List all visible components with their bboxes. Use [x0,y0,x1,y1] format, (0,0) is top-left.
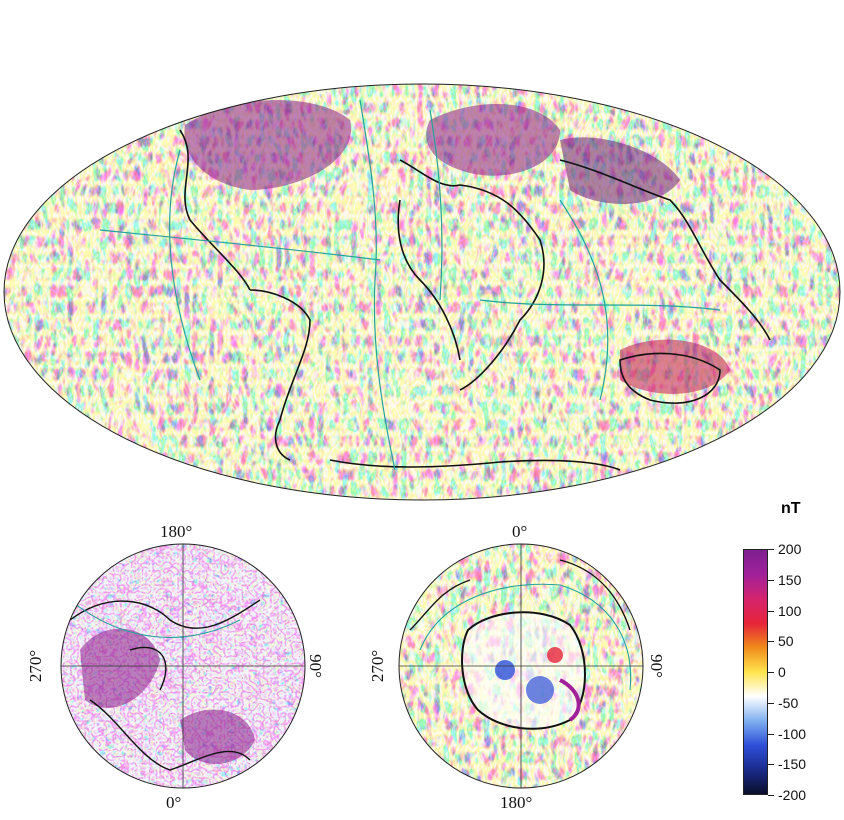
north-polar-label-bottom: 0° [166,793,182,812]
colorbar-tick-label: -50 [778,694,799,711]
colorbar-tick-label: 0 [778,664,786,680]
colorbar-tick [768,549,774,550]
colorbar-tick-label: 100 [778,602,802,619]
colorbar-tick [768,579,774,581]
colorbar-tick-label: 50 [778,633,794,650]
coastlines [179,129,771,471]
colorbar-unit-label: nT [781,500,801,517]
south-polar-label-top: 0° [512,522,528,541]
colorbar-tick [768,702,774,704]
south-polar-label-left: 270° [368,649,388,683]
south-polar-map [398,543,644,789]
colorbar-tick-label: -200 [778,787,807,803]
antarctica-region [461,611,586,730]
north-polar-map [60,543,306,789]
north-polar-label-right: 90° [305,654,325,678]
north-polar-label-top: 180° [160,522,193,541]
continent-anomaly-regions [184,100,730,394]
south-polar-label-right: 90° [646,654,666,678]
south-polar-label-bottom: 180° [500,793,533,812]
colorbar-tick-label: -150 [778,756,807,773]
colorbar-tick [768,733,774,735]
north-polar-label-left: 270° [26,649,46,683]
colorbar [743,549,768,795]
global-map [3,83,841,501]
plate-boundaries [99,99,721,471]
colorbar-tick [768,795,774,796]
colorbar-tick [768,672,774,673]
colorbar-tick [768,641,774,643]
colorbar-tick-label: -100 [778,725,807,742]
colorbar-tick-label: 150 [778,571,802,588]
colorbar-tick [768,764,774,766]
colorbar-tick [768,610,774,612]
colorbar-tick-label: 200 [778,541,802,557]
